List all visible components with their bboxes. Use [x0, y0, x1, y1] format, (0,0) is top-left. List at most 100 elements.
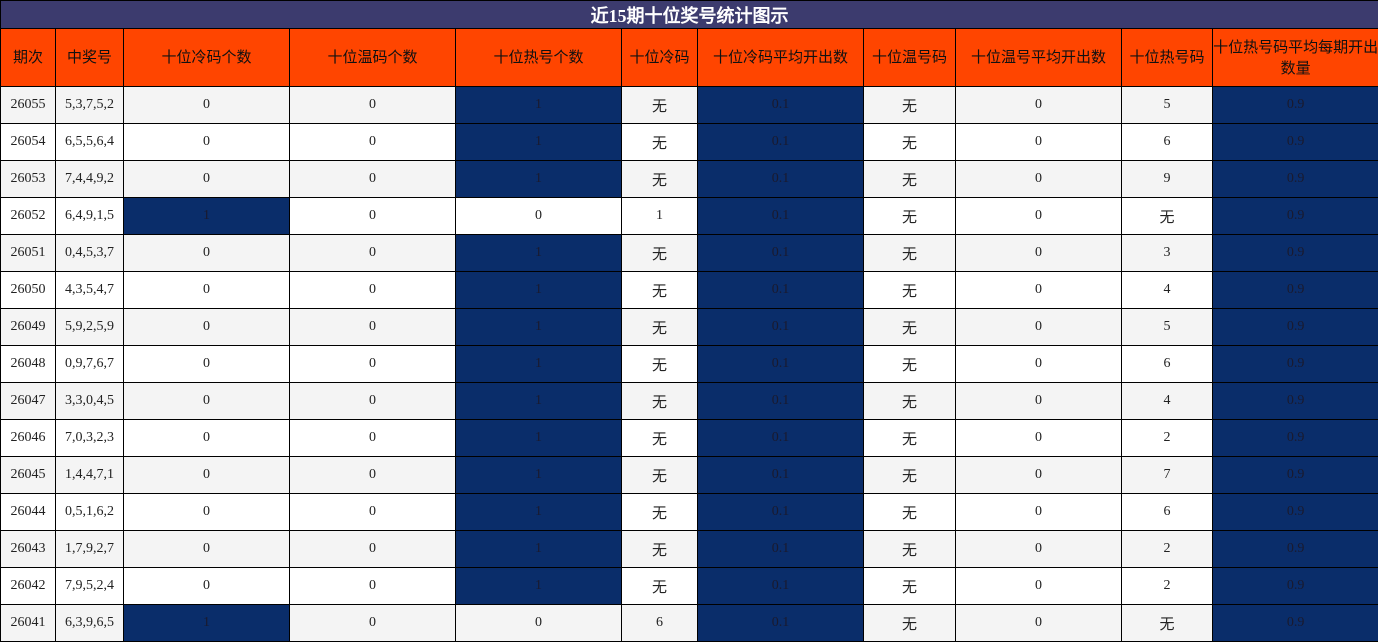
- cell-warm-code: 无: [863, 604, 956, 642]
- table-body: 26055 5,3,7,5,2 0 0 1 无 0.1 无 0 5 0.9 26054 6,5,5,6,…: [0, 86, 1378, 642]
- cell-hot-code: 5: [1121, 86, 1213, 124]
- cell-cold-avg: 0.1: [697, 86, 864, 124]
- header-hot-avg: 十位热号码平均每期开出数量: [1211, 28, 1378, 87]
- cell-cold-avg: 0.1: [697, 160, 864, 198]
- cell-cold-code: 无: [621, 382, 698, 420]
- cell-hot-avg: 0.9: [1211, 530, 1378, 568]
- cell-cold-code: 无: [621, 308, 698, 346]
- cell-cold-code: 1: [621, 197, 698, 235]
- cell-hot-code: 2: [1121, 530, 1213, 568]
- cell-cold-avg: 0.1: [697, 382, 864, 420]
- cell-period: 26044: [0, 493, 56, 531]
- cell-warm-count: 0: [289, 308, 456, 346]
- cell-winning-number: 7,0,3,2,3: [55, 419, 124, 457]
- cell-hot-count: 0: [455, 197, 622, 235]
- cell-warm-code: 无: [863, 197, 956, 235]
- cell-hot-code: 3: [1121, 234, 1213, 272]
- cell-warm-avg: 0: [955, 456, 1122, 494]
- cell-hot-avg: 0.9: [1211, 419, 1378, 457]
- table-row: 26051 0,4,5,3,7 0 0 1 无 0.1 无 0 3 0.9: [0, 234, 1378, 272]
- cell-cold-avg: 0.1: [697, 493, 864, 531]
- cell-period: 26054: [0, 123, 56, 161]
- cell-hot-avg: 0.9: [1211, 86, 1378, 124]
- cell-hot-count: 1: [455, 86, 622, 124]
- cell-period: 26047: [0, 382, 56, 420]
- cell-period: 26051: [0, 234, 56, 272]
- cell-hot-count: 1: [455, 271, 622, 309]
- cell-warm-avg: 0: [955, 197, 1122, 235]
- cell-hot-avg: 0.9: [1211, 493, 1378, 531]
- cell-hot-count: 1: [455, 123, 622, 161]
- header-warm-count: 十位温码个数: [289, 28, 456, 87]
- cell-cold-code: 无: [621, 271, 698, 309]
- cell-warm-code: 无: [863, 271, 956, 309]
- cell-hot-avg: 0.9: [1211, 604, 1378, 642]
- header-warm-code: 十位温号码: [863, 28, 956, 87]
- cell-warm-avg: 0: [955, 123, 1122, 161]
- cell-winning-number: 7,9,5,2,4: [55, 567, 124, 605]
- cell-hot-avg: 0.9: [1211, 123, 1378, 161]
- cell-cold-code: 无: [621, 123, 698, 161]
- cell-warm-code: 无: [863, 567, 956, 605]
- cell-winning-number: 6,4,9,1,5: [55, 197, 124, 235]
- cell-cold-code: 无: [621, 419, 698, 457]
- header-winning-number: 中奖号: [55, 28, 124, 87]
- cell-warm-count: 0: [289, 604, 456, 642]
- cell-hot-code: 6: [1121, 123, 1213, 161]
- table-title: 近15期十位奖号统计图示: [0, 0, 1378, 29]
- cell-cold-avg: 0.1: [697, 234, 864, 272]
- cell-cold-code: 无: [621, 234, 698, 272]
- cell-period: 26043: [0, 530, 56, 568]
- cell-period: 26045: [0, 456, 56, 494]
- cell-warm-avg: 0: [955, 160, 1122, 198]
- cell-cold-count: 1: [123, 604, 290, 642]
- header-cold-avg: 十位冷码平均开出数: [697, 28, 864, 87]
- cell-hot-code: 9: [1121, 160, 1213, 198]
- cell-cold-avg: 0.1: [697, 456, 864, 494]
- cell-warm-avg: 0: [955, 493, 1122, 531]
- cell-cold-count: 0: [123, 308, 290, 346]
- cell-warm-avg: 0: [955, 345, 1122, 383]
- header-row: 期次 中奖号 十位冷码个数 十位温码个数 十位热号个数 十位冷码 十位冷码平均开出数 十位温号…: [0, 28, 1378, 87]
- cell-warm-avg: 0: [955, 604, 1122, 642]
- cell-warm-count: 0: [289, 456, 456, 494]
- cell-hot-count: 1: [455, 345, 622, 383]
- cell-warm-avg: 0: [955, 271, 1122, 309]
- table-row: 26044 0,5,1,6,2 0 0 1 无 0.1 无 0 6 0.9: [0, 493, 1378, 531]
- cell-hot-avg: 0.9: [1211, 345, 1378, 383]
- cell-cold-count: 0: [123, 160, 290, 198]
- cell-hot-count: 1: [455, 382, 622, 420]
- cell-hot-count: 1: [455, 308, 622, 346]
- cell-warm-count: 0: [289, 382, 456, 420]
- header-cold-count: 十位冷码个数: [123, 28, 290, 87]
- cell-winning-number: 0,9,7,6,7: [55, 345, 124, 383]
- cell-hot-count: 1: [455, 160, 622, 198]
- cell-hot-avg: 0.9: [1211, 160, 1378, 198]
- cell-cold-avg: 0.1: [697, 197, 864, 235]
- cell-cold-count: 0: [123, 345, 290, 383]
- cell-warm-avg: 0: [955, 530, 1122, 568]
- header-hot-code: 十位热号码: [1121, 28, 1213, 87]
- cell-cold-avg: 0.1: [697, 345, 864, 383]
- cell-cold-count: 0: [123, 493, 290, 531]
- cell-cold-avg: 0.1: [697, 530, 864, 568]
- cell-winning-number: 4,3,5,4,7: [55, 271, 124, 309]
- cell-hot-code: 7: [1121, 456, 1213, 494]
- cell-warm-count: 0: [289, 567, 456, 605]
- cell-warm-count: 0: [289, 530, 456, 568]
- header-warm-avg: 十位温号平均开出数: [955, 28, 1122, 87]
- cell-cold-code: 无: [621, 567, 698, 605]
- cell-hot-count: 1: [455, 456, 622, 494]
- cell-winning-number: 7,4,4,9,2: [55, 160, 124, 198]
- header-cold-code: 十位冷码: [621, 28, 698, 87]
- cell-hot-avg: 0.9: [1211, 567, 1378, 605]
- table-row: 26054 6,5,5,6,4 0 0 1 无 0.1 无 0 6 0.9: [0, 123, 1378, 161]
- cell-period: 26048: [0, 345, 56, 383]
- table-row: 26053 7,4,4,9,2 0 0 1 无 0.1 无 0 9 0.9: [0, 160, 1378, 198]
- cell-warm-code: 无: [863, 382, 956, 420]
- cell-warm-count: 0: [289, 160, 456, 198]
- cell-hot-code: 2: [1121, 419, 1213, 457]
- cell-cold-count: 0: [123, 234, 290, 272]
- cell-cold-code: 无: [621, 160, 698, 198]
